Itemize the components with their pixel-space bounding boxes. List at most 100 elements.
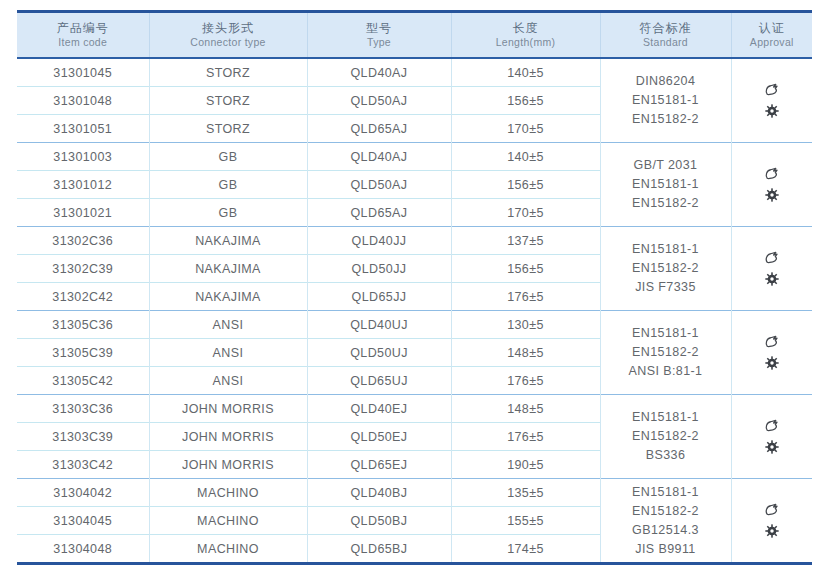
approval-cell bbox=[731, 479, 812, 564]
connector-type-cell: STORZ bbox=[149, 115, 307, 143]
approval-cell bbox=[731, 143, 812, 227]
connector-type-cell: MACHINO bbox=[149, 479, 307, 507]
item-code-cell: 31303C39 bbox=[17, 423, 149, 451]
header-length-en: Length(mm) bbox=[452, 36, 600, 49]
standard-line: EN15182-2 bbox=[601, 502, 731, 521]
standard-cell: EN15181-1EN15182-2GB12514.3JIS B9911 bbox=[600, 479, 731, 564]
length-cell: 137±5 bbox=[451, 227, 600, 255]
approval-cell bbox=[731, 311, 812, 395]
type-cell: QLD40BJ bbox=[307, 479, 451, 507]
connector-type-cell: JOHN MORRIS bbox=[149, 451, 307, 479]
approval-icon-stack bbox=[732, 335, 813, 370]
certification-logo-icon bbox=[763, 419, 780, 433]
connector-type-cell: MACHINO bbox=[149, 535, 307, 564]
connector-type-cell: MACHINO bbox=[149, 507, 307, 535]
header-connector-type: 接头形式 Connector type bbox=[149, 12, 307, 59]
gear-seal-icon bbox=[765, 272, 779, 286]
length-cell: 170±5 bbox=[451, 115, 600, 143]
standard-line: EN15181-1 bbox=[601, 240, 731, 259]
item-code-cell: 31302C39 bbox=[17, 255, 149, 283]
length-cell: 148±5 bbox=[451, 395, 600, 423]
item-code-cell: 31301048 bbox=[17, 87, 149, 115]
length-cell: 176±5 bbox=[451, 283, 600, 311]
connector-type-cell: ANSI bbox=[149, 367, 307, 395]
item-code-cell: 31301012 bbox=[17, 171, 149, 199]
certification-logo-icon bbox=[763, 83, 780, 97]
connector-type-cell: GB bbox=[149, 199, 307, 227]
connector-type-cell: NAKAJIMA bbox=[149, 255, 307, 283]
length-cell: 156±5 bbox=[451, 171, 600, 199]
approval-cell bbox=[731, 58, 812, 143]
item-code-cell: 31301021 bbox=[17, 199, 149, 227]
header-item-code: 产品编号 Item code bbox=[17, 12, 149, 59]
standard-cell: DIN86204EN15181-1EN15182-2 bbox=[600, 58, 731, 143]
type-cell: QLD40JJ bbox=[307, 227, 451, 255]
header-type: 型号 Type bbox=[307, 12, 451, 59]
gear-seal-icon bbox=[765, 104, 779, 118]
standard-line: EN15181-1 bbox=[601, 91, 731, 110]
standard-cell: EN15181-1EN15182-2BS336 bbox=[600, 395, 731, 479]
gear-seal-icon bbox=[765, 440, 779, 454]
table-header: 产品编号 Item code 接头形式 Connector type 型号 Ty… bbox=[17, 12, 812, 59]
type-cell: QLD50AJ bbox=[307, 87, 451, 115]
table-body: 31301045STORZQLD40AJ140±5DIN86204EN15181… bbox=[17, 58, 812, 564]
item-code-cell: 31303C42 bbox=[17, 451, 149, 479]
length-cell: 176±5 bbox=[451, 423, 600, 451]
item-code-cell: 31301045 bbox=[17, 58, 149, 87]
type-cell: QLD50EJ bbox=[307, 423, 451, 451]
header-connector-type-zh: 接头形式 bbox=[150, 21, 307, 36]
standard-cell: GB/T 2031EN15181-1EN15182-2 bbox=[600, 143, 731, 227]
type-cell: QLD40UJ bbox=[307, 311, 451, 339]
standard-cell: EN15181-1EN15182-2JIS F7335 bbox=[600, 227, 731, 311]
standard-line: JIS B9911 bbox=[601, 540, 731, 559]
gear-seal-icon bbox=[765, 188, 779, 202]
item-code-cell: 31304042 bbox=[17, 479, 149, 507]
length-cell: 170±5 bbox=[451, 199, 600, 227]
standard-line: BS336 bbox=[601, 446, 731, 465]
type-cell: QLD50AJ bbox=[307, 171, 451, 199]
length-cell: 156±5 bbox=[451, 87, 600, 115]
item-code-cell: 31304048 bbox=[17, 535, 149, 564]
certification-logo-icon bbox=[763, 503, 780, 517]
header-standard: 符合标准 Standard bbox=[600, 12, 731, 59]
approval-icon-stack bbox=[732, 167, 813, 202]
type-cell: QLD50JJ bbox=[307, 255, 451, 283]
product-spec-table: 产品编号 Item code 接头形式 Connector type 型号 Ty… bbox=[17, 10, 812, 565]
header-item-code-zh: 产品编号 bbox=[17, 21, 149, 36]
gear-seal-icon bbox=[765, 524, 779, 538]
table-row: 31301045STORZQLD40AJ140±5DIN86204EN15181… bbox=[17, 58, 812, 87]
type-cell: QLD40EJ bbox=[307, 395, 451, 423]
type-cell: QLD50BJ bbox=[307, 507, 451, 535]
standard-line: EN15182-2 bbox=[601, 259, 731, 278]
header-approval-en: Approval bbox=[732, 36, 813, 49]
item-code-cell: 31305C39 bbox=[17, 339, 149, 367]
header-approval-zh: 认证 bbox=[732, 21, 813, 36]
length-cell: 155±5 bbox=[451, 507, 600, 535]
length-cell: 190±5 bbox=[451, 451, 600, 479]
item-code-cell: 31302C36 bbox=[17, 227, 149, 255]
connector-type-cell: STORZ bbox=[149, 58, 307, 87]
header-standard-zh: 符合标准 bbox=[601, 21, 731, 36]
table-row: 31305C36ANSIQLD40UJ130±5EN15181-1EN15182… bbox=[17, 311, 812, 339]
certification-logo-icon bbox=[763, 335, 780, 349]
item-code-cell: 31302C42 bbox=[17, 283, 149, 311]
header-length-zh: 长度 bbox=[452, 21, 600, 36]
header-type-en: Type bbox=[308, 36, 451, 49]
length-cell: 156±5 bbox=[451, 255, 600, 283]
type-cell: QLD40AJ bbox=[307, 143, 451, 171]
standard-line: DIN86204 bbox=[601, 72, 731, 91]
length-cell: 174±5 bbox=[451, 535, 600, 564]
standard-line: EN15181-1 bbox=[601, 324, 731, 343]
type-cell: QLD65EJ bbox=[307, 451, 451, 479]
connector-type-cell: ANSI bbox=[149, 311, 307, 339]
item-code-cell: 31304045 bbox=[17, 507, 149, 535]
certification-logo-icon bbox=[763, 251, 780, 265]
item-code-cell: 31301003 bbox=[17, 143, 149, 171]
standard-cell: EN15181-1EN15182-2ANSI B:81-1 bbox=[600, 311, 731, 395]
catalog-page: 产品编号 Item code 接头形式 Connector type 型号 Ty… bbox=[0, 0, 830, 577]
certification-logo-icon bbox=[763, 167, 780, 181]
approval-icon-stack bbox=[732, 251, 813, 286]
table-row: 31301003GBQLD40AJ140±5GB/T 2031EN15181-1… bbox=[17, 143, 812, 171]
length-cell: 140±5 bbox=[451, 58, 600, 87]
type-cell: QLD50UJ bbox=[307, 339, 451, 367]
